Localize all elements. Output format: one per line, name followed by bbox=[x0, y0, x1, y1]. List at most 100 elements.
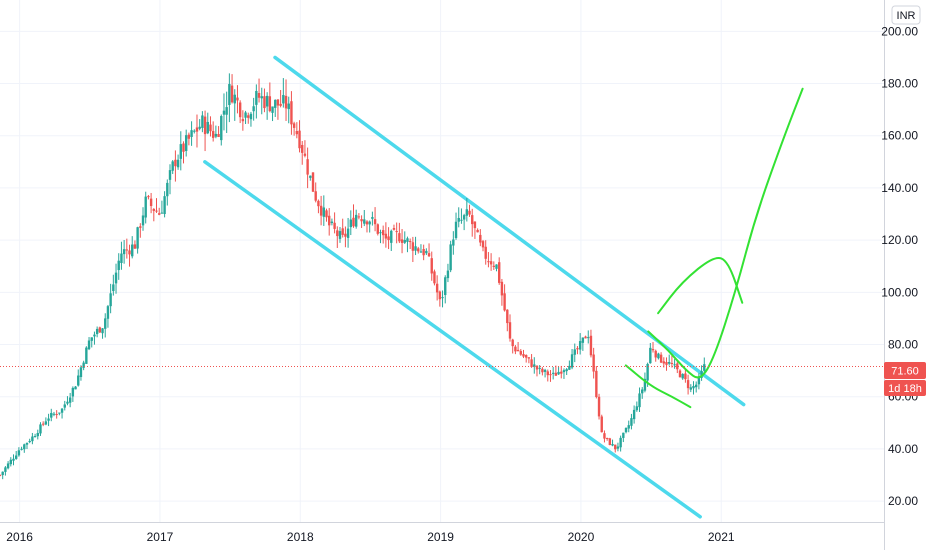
candle-body bbox=[395, 231, 398, 233]
candle-body bbox=[616, 446, 620, 449]
candle-body bbox=[14, 455, 18, 459]
candle-body bbox=[481, 241, 485, 248]
candle-body bbox=[203, 116, 207, 135]
candle-body bbox=[535, 365, 539, 370]
candle-body bbox=[255, 90, 258, 105]
candle-body bbox=[33, 435, 37, 438]
candle-body bbox=[406, 238, 409, 242]
candle-body bbox=[133, 244, 137, 249]
candle-body bbox=[58, 412, 61, 414]
candle-body bbox=[589, 335, 593, 356]
candle-body bbox=[244, 112, 247, 118]
candle-body bbox=[265, 95, 269, 107]
candle-body bbox=[684, 373, 687, 380]
candle-body bbox=[427, 253, 431, 257]
candle-body bbox=[257, 93, 261, 98]
candle-body bbox=[551, 372, 555, 374]
candle-body bbox=[131, 244, 134, 257]
candle-body bbox=[403, 239, 406, 243]
green-drawing-1 bbox=[647, 87, 804, 379]
candle-body bbox=[249, 113, 253, 120]
candle-body bbox=[112, 284, 115, 292]
candle-body bbox=[595, 370, 598, 398]
candle-body bbox=[71, 387, 75, 397]
candle-body bbox=[619, 437, 622, 448]
candle-body bbox=[473, 221, 477, 229]
candle-body bbox=[201, 115, 204, 128]
candle-body bbox=[93, 334, 96, 337]
candle-body bbox=[211, 131, 215, 138]
candle-body bbox=[163, 196, 166, 215]
candle-body bbox=[549, 374, 552, 376]
candle-body bbox=[220, 116, 223, 141]
candle-body bbox=[587, 337, 590, 339]
candle-body bbox=[36, 433, 39, 437]
candle-body bbox=[524, 355, 528, 358]
channel-line-lower bbox=[203, 160, 702, 519]
candle-body bbox=[417, 248, 420, 252]
candle-body bbox=[314, 191, 317, 201]
candle-body bbox=[322, 207, 326, 217]
candle-body bbox=[533, 364, 536, 368]
candle-body bbox=[263, 96, 266, 109]
price-badges: 71.60 1d 18h bbox=[884, 362, 926, 396]
candle-body bbox=[168, 170, 172, 180]
candle-body bbox=[171, 161, 174, 171]
candle-body bbox=[584, 336, 587, 339]
currency-label[interactable]: INR bbox=[897, 10, 916, 22]
last-price-badge bbox=[884, 362, 926, 379]
last-price-label: 71.60 bbox=[891, 366, 919, 378]
countdown-badge bbox=[884, 380, 926, 396]
candle-body bbox=[195, 127, 199, 132]
candle-body bbox=[673, 364, 676, 366]
y-tick-label: 40.00 bbox=[888, 442, 918, 456]
candle-body bbox=[379, 232, 382, 234]
candle-body bbox=[228, 84, 231, 106]
currency-selector[interactable]: INR bbox=[891, 5, 921, 25]
candle-body bbox=[654, 350, 657, 358]
candle-body bbox=[233, 94, 236, 104]
candle-body bbox=[325, 210, 328, 218]
candle-body bbox=[4, 467, 7, 472]
candle-body bbox=[98, 327, 102, 333]
candle-body bbox=[31, 436, 34, 442]
candle-body bbox=[90, 337, 93, 341]
candle-body bbox=[346, 228, 350, 238]
candle-body bbox=[109, 293, 112, 307]
candle-body bbox=[309, 175, 312, 178]
green-drawing-0 bbox=[624, 364, 692, 409]
candle-body bbox=[635, 406, 639, 411]
candle-body bbox=[120, 253, 123, 264]
candle-body bbox=[624, 427, 628, 433]
green-drawing-2 bbox=[657, 256, 744, 315]
candle-body bbox=[541, 368, 544, 373]
candle-body bbox=[371, 217, 374, 219]
candle-body bbox=[328, 215, 331, 226]
candle-body bbox=[198, 126, 201, 129]
candle-body bbox=[614, 444, 617, 450]
x-tick-label: 2017 bbox=[147, 530, 174, 544]
candle-body bbox=[141, 215, 145, 226]
candle-body bbox=[678, 370, 682, 378]
candle-body bbox=[214, 133, 218, 137]
candle-body bbox=[514, 346, 517, 352]
candle-body bbox=[174, 159, 177, 167]
candle-body bbox=[368, 221, 371, 225]
candle-body bbox=[68, 397, 72, 403]
currency-box[interactable] bbox=[891, 5, 921, 25]
candle-body bbox=[152, 208, 156, 211]
candle-body bbox=[676, 363, 679, 370]
candle-body bbox=[306, 159, 309, 175]
candle-body bbox=[41, 423, 45, 425]
candle-body bbox=[627, 425, 630, 429]
candle-body bbox=[217, 133, 220, 137]
candle-body bbox=[649, 347, 652, 364]
candle-body bbox=[317, 200, 320, 207]
x-tick-label: 2016 bbox=[6, 530, 33, 544]
candle-body bbox=[543, 369, 547, 372]
candle-body bbox=[484, 246, 487, 259]
candle-body bbox=[333, 222, 336, 229]
countdown-label: 1d 18h bbox=[888, 383, 922, 395]
candle-body bbox=[562, 370, 566, 373]
